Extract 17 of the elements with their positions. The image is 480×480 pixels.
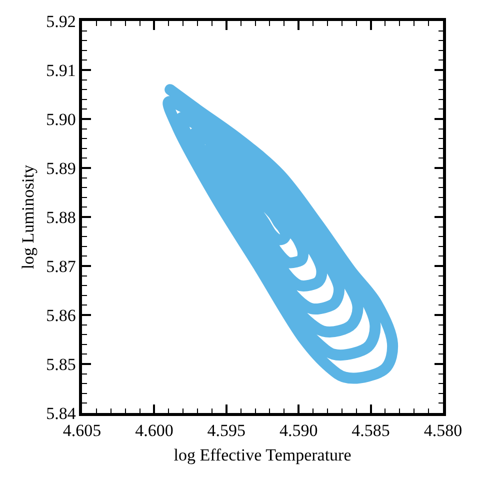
x-tick-label: 4.595	[207, 421, 246, 440]
y-tick-label: 5.88	[46, 208, 76, 227]
y-tick-label: 5.90	[46, 110, 76, 129]
x-axis-title: log Effective Temperature	[174, 446, 352, 465]
x-tick-label: 4.600	[135, 421, 174, 440]
x-tick-label: 4.585	[352, 421, 390, 440]
y-axis-title: log Luminosity	[18, 164, 38, 270]
y-tick-label: 5.86	[46, 306, 76, 325]
y-tick-label: 5.85	[46, 354, 76, 374]
x-tick-label: 4.580	[424, 421, 462, 440]
x-tick-label: 4.590	[279, 421, 318, 440]
y-tick-label: 5.92	[46, 12, 76, 31]
y-tick-label: 5.87	[46, 256, 76, 276]
y-tick-label: 5.84	[46, 404, 76, 423]
y-tick-label: 5.91	[46, 60, 76, 80]
y-tick-label: 5.89	[46, 158, 76, 178]
x-tick-label: 4.605	[62, 421, 102, 440]
